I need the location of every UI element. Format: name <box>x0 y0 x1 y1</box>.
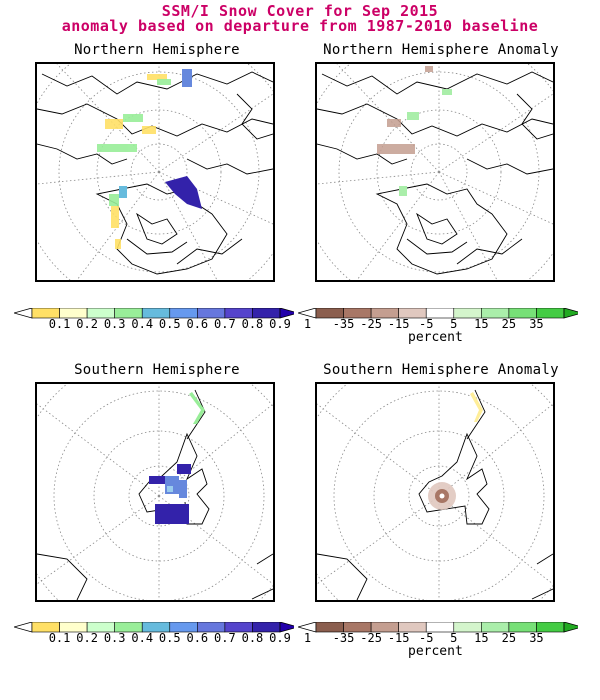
anomaly-colorbar-bottom-tick-label: -5 <box>418 631 434 645</box>
anomaly-colorbar-labels: -35 -25 -15 -5 5 15 25 35 <box>298 317 582 331</box>
anomaly-colorbar <box>298 308 578 319</box>
anomaly-units-label-bottom: percent <box>408 644 463 659</box>
anomaly-colorbar-bottom-tick-label: -35 <box>332 631 355 645</box>
anomaly-colorbar-tick-label: -35 <box>332 317 355 331</box>
panel-title-nh: Northern Hemisphere <box>74 42 240 58</box>
anomaly-colorbar-bottom <box>298 622 578 633</box>
cover-colorbar-bottom-tick-label: 0.4 <box>131 631 154 645</box>
cover-colorbar-tick-label: 0.1 <box>48 317 71 331</box>
sh-snow-map <box>35 382 275 602</box>
anomaly-colorbar-tick-label: -15 <box>387 317 410 331</box>
nh-anomaly-map <box>315 62 555 282</box>
cover-colorbar-bottom-tick-label: 0.9 <box>269 631 291 645</box>
anomaly-colorbar-tick-label: 15 <box>474 317 489 331</box>
sh-anomaly-map <box>315 382 555 602</box>
cover-colorbar-tick-label: 0.2 <box>76 317 98 331</box>
cover-colorbar-bottom-tick-label: 0.8 <box>241 631 264 645</box>
panel-title-sh-anomaly: Southern Hemisphere Anomaly <box>323 362 559 378</box>
cover-colorbar-tick-label: 0.7 <box>214 317 236 331</box>
cover-colorbar-tick-label: 0.6 <box>186 317 209 331</box>
cover-colorbar <box>14 308 294 319</box>
anomaly-colorbar-bottom-tick-label: 15 <box>474 631 489 645</box>
cover-colorbar-arrow-high <box>279 308 294 319</box>
anomaly-colorbar-arrow-high <box>563 308 578 319</box>
cover-colorbar-bottom <box>14 622 294 633</box>
cover-colorbar-bottom-tick-label: 0.3 <box>103 631 126 645</box>
anomaly-colorbar-tick-label: 5 <box>450 317 458 331</box>
cover-colorbar-bottom-tick-label: 0.6 <box>186 631 209 645</box>
anomaly-colorbar-bottom-tick-label: -15 <box>387 631 410 645</box>
title-line-2: anomaly based on departure from 1987-201… <box>61 17 539 35</box>
anomaly-colorbar-tick-label: 35 <box>529 317 544 331</box>
cover-colorbar-bottom-tick-label: 0.7 <box>214 631 236 645</box>
anomaly-colorbar-bottom-tick-label: -25 <box>360 631 382 645</box>
anomaly-colorbar-bottom-labels: -35 -25 -15 -5 5 15 25 35 <box>298 631 582 645</box>
anomaly-units-label: percent <box>408 330 463 345</box>
anomaly-colorbar-bottom-arrow-high <box>563 622 578 633</box>
anomaly-colorbar-bottom-tick-label: 25 <box>501 631 517 645</box>
panel-title-nh-anomaly: Northern Hemisphere Anomaly <box>323 42 559 58</box>
cover-colorbar-bottom-tick-label: 0.2 <box>76 631 98 645</box>
nh-snow-map <box>35 62 275 282</box>
anomaly-colorbar-bottom-tick-label: 35 <box>529 631 544 645</box>
cover-colorbar-bottom-arrow-high <box>279 622 294 633</box>
cover-colorbar-bottom-tick-label: 0.1 <box>48 631 71 645</box>
cover-colorbar-tick-label: 1 <box>303 317 312 331</box>
title-line-1: SSM/I Snow Cover for Sep 2015 <box>161 2 439 20</box>
cover-colorbar-tick-label: 0.9 <box>269 317 291 331</box>
cover-colorbar-bottom-labels: 0.1 0.2 0.3 0.4 0.5 0.6 0.7 0.8 0.9 1 <box>14 631 311 645</box>
cover-colorbar-tick-label: 0.3 <box>103 317 126 331</box>
cover-colorbar-bottom-tick-label: 1 <box>303 631 312 645</box>
anomaly-colorbar-tick-label: 25 <box>501 317 517 331</box>
cover-colorbar-tick-label: 0.8 <box>241 317 264 331</box>
cover-colorbar-tick-label: 0.4 <box>131 317 154 331</box>
cover-colorbar-bottom-tick-label: 0.5 <box>158 631 181 645</box>
anomaly-colorbar-tick-label: -25 <box>360 317 382 331</box>
cover-colorbar-labels: 0.1 0.2 0.3 0.4 0.5 0.6 0.7 0.8 0.9 1 <box>14 317 311 331</box>
cover-colorbar-tick-label: 0.5 <box>158 317 181 331</box>
anomaly-colorbar-bottom-tick-label: 5 <box>450 631 458 645</box>
panel-title-sh: Southern Hemisphere <box>74 362 240 378</box>
anomaly-colorbar-tick-label: -5 <box>418 317 434 331</box>
